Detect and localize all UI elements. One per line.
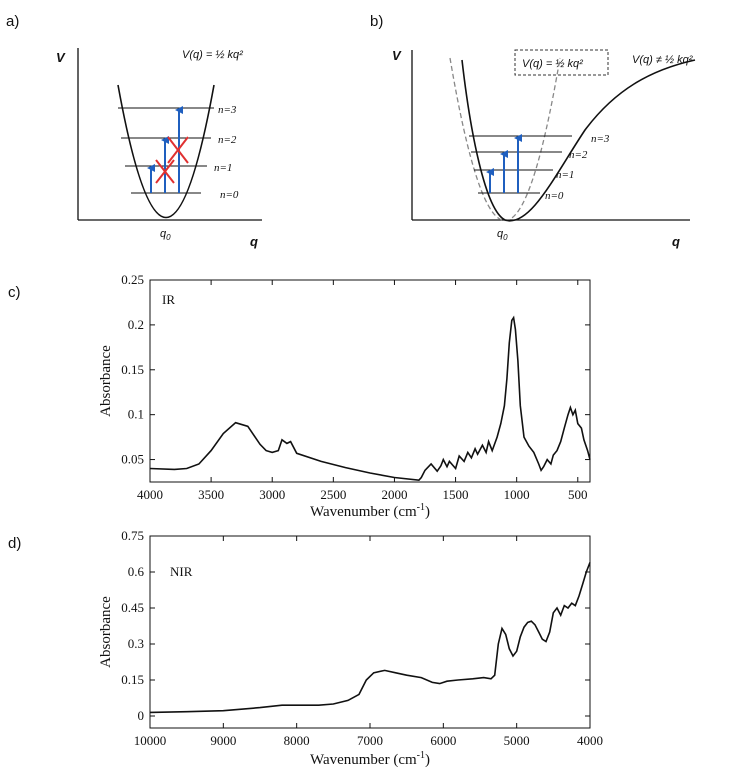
- plot-frame-ir: [149, 279, 591, 483]
- q-axis-letter-b: q: [672, 234, 680, 249]
- v-axis-letter-b: V: [392, 48, 402, 63]
- x-ticks-nir: 10000 9000 8000 7000 6000 5000 4000: [134, 536, 603, 748]
- x-tick-label: 9000: [210, 733, 236, 748]
- harmonic-reference-curve-b: [449, 57, 561, 222]
- q0-label-a: q0: [160, 228, 171, 242]
- x-tick-label: 8000: [284, 733, 310, 748]
- x-tick-label: 3500: [198, 487, 224, 502]
- chart-nir: d) 0 0.15 0.3 0.45 0.6 0.75 10000 9000 8000 7000…: [8, 528, 603, 768]
- panel-label-c: c): [8, 284, 21, 301]
- x-axis-label-nir: Wavenumber (cm-1): [310, 750, 430, 768]
- y-tick-label: 0: [138, 708, 145, 723]
- panel-a: a) V q q0 V(q) = ½ kq² n=0 n=1 n=2 n=3: [6, 13, 262, 249]
- x-tick-label: 7000: [357, 733, 383, 748]
- anharmonic-potential-curve-b: [461, 59, 696, 222]
- panel-label-d: d): [8, 535, 21, 552]
- level-label-b-1: n=1: [556, 169, 574, 181]
- level-label-b-2: n=2: [569, 149, 588, 161]
- level-label-a-1: n=1: [214, 162, 232, 174]
- x-tick-label: 2500: [320, 487, 346, 502]
- y-tick-label: 0.3: [128, 636, 144, 651]
- panel-b: b) V q q0 V(q) = ½ kq² V(q) ≠ ½ kq² n=0 …: [370, 13, 696, 249]
- harmonic-equation-box: [514, 49, 609, 76]
- x-ticks-ir: 4000 3500 3000 2500 2000 1500 1000 500: [137, 280, 588, 502]
- y-tick-label: 0.2: [128, 317, 144, 332]
- x-tick-label: 2000: [381, 487, 407, 502]
- forbidden-cross-icon: [167, 136, 189, 164]
- panel-label-a: a): [6, 13, 19, 30]
- equation-anharmonic-b: V(q) ≠ ½ kq²: [632, 54, 693, 66]
- panel-label-b: b): [370, 13, 383, 30]
- y-tick-label: 0.25: [121, 272, 144, 287]
- ir-spectrum-line: [149, 315, 591, 482]
- y-axis-label-nir: Absorbance: [98, 596, 114, 668]
- level-label-b-3: n=3: [591, 133, 610, 145]
- harmonic-potential-curve-a: [117, 84, 215, 219]
- x-tick-label: 5000: [504, 733, 530, 748]
- plot-frame-nir: [149, 535, 591, 729]
- x-tick-label: 1500: [443, 487, 469, 502]
- y-tick-label: 0.75: [121, 528, 144, 543]
- q-axis-letter-a: q: [250, 234, 258, 249]
- x-tick-label: 1000: [504, 487, 530, 502]
- y-axis-label-ir: Absorbance: [98, 345, 114, 417]
- y-ticks-nir: 0 0.15 0.3 0.45 0.6 0.75: [121, 528, 590, 723]
- chart-ir: c) 0.05 0.1 0.15 0.2 0.25 4000 3500 3000 2500 20…: [8, 272, 591, 520]
- x-tick-label: 10000: [134, 733, 167, 748]
- level-label-b-0: n=0: [545, 190, 564, 202]
- x-tick-label: 6000: [430, 733, 456, 748]
- inline-label-nir: NIR: [170, 564, 193, 579]
- equation-a: V(q) = ½ kq²: [182, 49, 243, 61]
- v-axis-letter-a: V: [56, 50, 66, 65]
- forbidden-cross-icon: [155, 159, 175, 184]
- inline-label-ir: IR: [162, 292, 175, 307]
- q0-label-b: q0: [497, 228, 508, 242]
- y-tick-label: 0.6: [128, 564, 145, 579]
- y-tick-label: 0.15: [121, 362, 144, 377]
- level-label-a-0: n=0: [220, 189, 239, 201]
- x-tick-label: 4000: [577, 733, 603, 748]
- x-axis-label-ir: Wavenumber (cm-1): [310, 502, 430, 520]
- y-ticks-ir: 0.05 0.1 0.15 0.2 0.25: [121, 272, 590, 467]
- y-tick-label: 0.45: [121, 600, 144, 615]
- level-label-a-2: n=2: [218, 134, 237, 146]
- level-label-a-3: n=3: [218, 104, 237, 116]
- x-tick-label: 3000: [259, 487, 285, 502]
- x-tick-label: 4000: [137, 487, 163, 502]
- x-tick-label: 500: [568, 487, 588, 502]
- y-tick-label: 0.1: [128, 407, 144, 422]
- nir-spectrum-line: [149, 562, 591, 714]
- equation-harmonic-b: V(q) = ½ kq²: [522, 58, 583, 70]
- y-tick-label: 0.15: [121, 672, 144, 687]
- y-tick-label: 0.05: [121, 452, 144, 467]
